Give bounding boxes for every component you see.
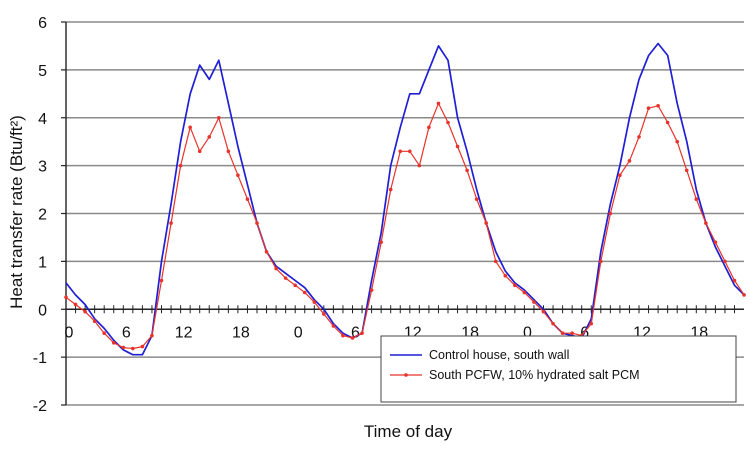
- series-point-1: [570, 331, 574, 335]
- series-point-1: [532, 300, 536, 304]
- legend-label-pcfw: South PCFW, 10% hydrated salt PCM: [429, 368, 640, 382]
- series-point-1: [283, 276, 288, 280]
- x-tick-label: 0: [294, 324, 303, 341]
- series-point-1: [102, 331, 106, 335]
- y-tick-label: 6: [38, 15, 47, 32]
- series-point-1: [599, 259, 603, 264]
- series-point-1: [646, 106, 651, 110]
- series-point-1: [589, 321, 594, 326]
- y-tick-label: -2: [33, 398, 47, 415]
- series-point-1: [417, 163, 422, 168]
- series-line-1: [65, 102, 745, 350]
- series-lines: [64, 42, 746, 356]
- series-point-1: [694, 197, 699, 201]
- series-point-1: [713, 240, 718, 245]
- series-point-1: [207, 135, 212, 139]
- series-point-1: [675, 139, 679, 144]
- series-point-1: [608, 211, 613, 216]
- series-point-1: [474, 197, 479, 201]
- x-tick-label: 6: [122, 324, 131, 341]
- series-point-1: [455, 144, 460, 149]
- series-point-1: [446, 120, 450, 125]
- series-point-1: [503, 273, 508, 278]
- series-point-1: [618, 173, 622, 177]
- legend-marker-pcfw: [404, 373, 408, 377]
- series-point-1: [217, 115, 221, 120]
- series-point-1: [293, 283, 298, 288]
- series-point-1: [264, 250, 269, 254]
- series-point-1: [436, 101, 441, 106]
- series-line-0: [65, 42, 745, 356]
- series-point-1: [656, 103, 660, 108]
- series-point-1: [73, 302, 78, 307]
- y-tick-label: 2: [38, 207, 47, 224]
- y-tick-label: -1: [33, 350, 47, 367]
- series-point-1: [742, 293, 746, 297]
- series-point-1: [522, 290, 527, 295]
- y-tick-label: 0: [38, 302, 47, 319]
- y-tick-label: 1: [38, 254, 47, 271]
- series-point-1: [341, 333, 345, 338]
- series-point-1: [255, 221, 259, 225]
- series-point-1: [350, 336, 355, 340]
- series-point-1: [484, 221, 489, 225]
- series-point-1: [360, 331, 364, 335]
- series-point-1: [665, 120, 670, 125]
- y-tick-label: 3: [38, 159, 47, 176]
- series-point-1: [140, 344, 145, 349]
- series-point-1: [197, 149, 202, 154]
- series-point-1: [398, 149, 403, 154]
- series-point-1: [131, 346, 135, 351]
- x-tick-label: 6: [351, 324, 360, 341]
- series-point-1: [723, 259, 727, 264]
- series-point-1: [465, 168, 469, 173]
- y-axis-label: Heat transfer rate (Btu/ft²): [7, 115, 26, 309]
- series-point-1: [551, 321, 555, 326]
- x-axis-label: Time of day: [364, 422, 453, 441]
- series-point-1: [169, 221, 173, 225]
- y-tick-label: 5: [38, 63, 47, 80]
- series-point-1: [427, 125, 431, 130]
- legend-label-control: Control house, south wall: [429, 348, 569, 362]
- series-point-1: [560, 331, 565, 335]
- series-point-1: [92, 319, 97, 324]
- x-tick-label: 12: [175, 324, 193, 341]
- series-point-1: [274, 266, 278, 271]
- series-point-1: [513, 283, 517, 288]
- x-tick-label: 0: [65, 324, 74, 341]
- series-point-1: [541, 309, 546, 314]
- series-point-1: [64, 295, 68, 300]
- series-point-1: [684, 168, 689, 173]
- series-point-1: [188, 125, 192, 130]
- series-point-1: [312, 300, 317, 304]
- y-tick-labels: -2 -1 0 1 2 3 4 5 6: [33, 15, 47, 415]
- series-point-1: [388, 187, 393, 192]
- legend-box: [380, 335, 737, 403]
- series-point-1: [245, 197, 250, 201]
- series-point-1: [178, 163, 183, 168]
- series-point-1: [379, 240, 383, 245]
- series-point-1: [369, 288, 374, 292]
- series-point-1: [236, 173, 240, 177]
- series-point-1: [111, 340, 116, 345]
- series-point-1: [627, 159, 632, 163]
- series-point-1: [493, 259, 498, 264]
- legend: Control house, south wall South PCFW, 10…: [380, 335, 737, 403]
- series-point-1: [83, 309, 87, 314]
- series-point-1: [159, 278, 164, 283]
- series-point-1: [121, 345, 126, 350]
- x-tick-label: 0: [523, 324, 532, 341]
- series-point-1: [331, 324, 336, 328]
- series-point-1: [637, 135, 641, 139]
- series-point-1: [150, 333, 154, 338]
- series-point-1: [226, 149, 231, 154]
- series-point-1: [322, 312, 326, 316]
- series-point-1: [408, 149, 412, 154]
- x-tick-label: 18: [232, 324, 250, 341]
- series-point-1: [704, 221, 708, 225]
- y-tick-label: 4: [38, 111, 47, 128]
- series-point-1: [732, 278, 737, 283]
- series-point-1: [302, 290, 307, 295]
